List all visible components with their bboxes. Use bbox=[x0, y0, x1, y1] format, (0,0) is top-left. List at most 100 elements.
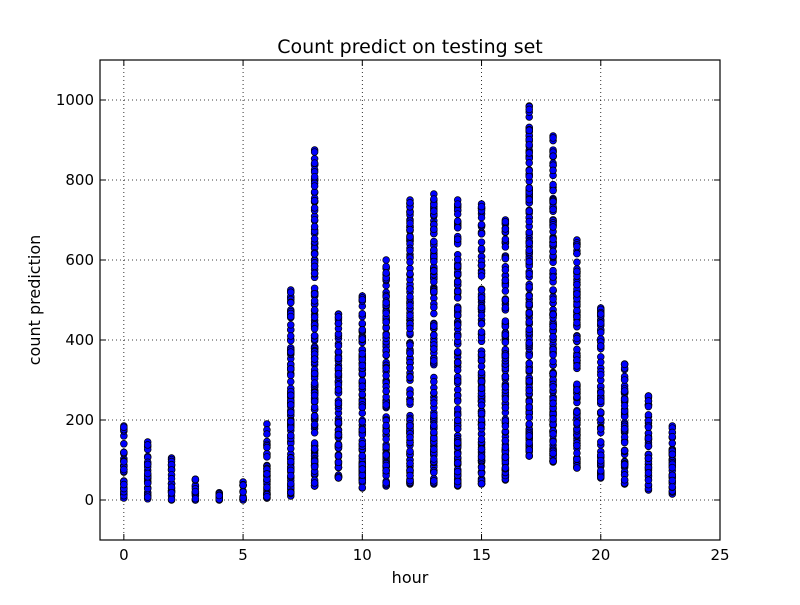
scatter-point bbox=[477, 421, 486, 430]
scatter-point bbox=[597, 408, 605, 417]
scatter-point bbox=[668, 483, 677, 491]
scatter-point bbox=[501, 464, 510, 472]
x-tick-label: 5 bbox=[238, 546, 248, 564]
scatter-point bbox=[573, 362, 581, 370]
scatter-point bbox=[310, 429, 319, 437]
y-tick-label: 800 bbox=[65, 171, 94, 189]
scatter-point bbox=[430, 468, 438, 477]
scatter-point bbox=[406, 225, 414, 234]
scatter-point bbox=[143, 441, 152, 449]
scatter-point bbox=[453, 223, 462, 232]
scatter-point bbox=[597, 358, 605, 367]
scatter-point bbox=[310, 420, 319, 429]
scatter-point bbox=[525, 126, 533, 135]
scatter-point bbox=[453, 262, 462, 270]
scatter-point bbox=[358, 451, 367, 460]
scatter-point bbox=[310, 397, 319, 406]
scatter-point bbox=[334, 419, 343, 427]
scatter-point bbox=[501, 395, 510, 403]
scatter-point bbox=[453, 294, 462, 302]
scatter-point bbox=[525, 318, 533, 326]
scatter-point bbox=[549, 457, 557, 465]
scatter-point bbox=[477, 445, 486, 453]
scatter-point bbox=[549, 357, 557, 366]
scatter-point bbox=[525, 432, 533, 440]
scatter-point bbox=[406, 301, 414, 310]
scatter-point bbox=[668, 439, 677, 448]
scatter-point bbox=[143, 479, 152, 487]
scatter-point bbox=[287, 371, 295, 380]
scatter-point bbox=[597, 397, 605, 405]
scatter-point bbox=[120, 440, 128, 448]
scatter-point bbox=[477, 435, 486, 443]
scatter-point bbox=[525, 184, 533, 192]
scatter-point bbox=[310, 462, 319, 471]
scatter-point bbox=[549, 370, 557, 378]
scatter-point bbox=[477, 479, 486, 488]
scatter-point bbox=[406, 364, 414, 372]
scatter-point bbox=[430, 428, 438, 437]
scatter-point bbox=[430, 322, 438, 330]
scatter-point bbox=[477, 303, 486, 312]
scatter-point bbox=[549, 322, 557, 331]
plot-frame bbox=[99, 59, 721, 541]
x-tick-label: 10 bbox=[353, 546, 372, 564]
scatter-point bbox=[430, 477, 438, 485]
scatter-point bbox=[430, 388, 438, 397]
scatter-point bbox=[501, 303, 510, 312]
scatter-point bbox=[620, 387, 629, 395]
scatter-point bbox=[334, 430, 343, 439]
scatter-point bbox=[287, 417, 295, 426]
scatter-point bbox=[501, 453, 510, 461]
scatter-point bbox=[287, 348, 295, 356]
scatter-point bbox=[382, 331, 390, 339]
scatter-point bbox=[310, 445, 319, 453]
scatter-point bbox=[477, 293, 486, 302]
scatter-point bbox=[334, 354, 343, 363]
scatter-point bbox=[453, 321, 462, 329]
scatter-point bbox=[167, 495, 176, 504]
scatter-point bbox=[287, 488, 295, 497]
scatter-point bbox=[573, 258, 581, 267]
scatter-point bbox=[597, 438, 605, 446]
scatter-point bbox=[430, 267, 438, 275]
scatter-point bbox=[501, 243, 510, 251]
scatter-point bbox=[549, 449, 557, 458]
scatter-point bbox=[597, 473, 605, 481]
scatter-point bbox=[120, 465, 128, 474]
scatter-point bbox=[549, 383, 557, 391]
scatter-point bbox=[406, 341, 414, 349]
scatter-point bbox=[430, 246, 438, 254]
scatter-point bbox=[573, 408, 581, 416]
scatter-point bbox=[334, 458, 343, 467]
scatter-point bbox=[358, 335, 367, 343]
scatter-point bbox=[263, 453, 271, 461]
scatter-point bbox=[382, 435, 390, 443]
scatter-point bbox=[597, 425, 605, 433]
scatter-point bbox=[334, 313, 343, 321]
scatter-point bbox=[549, 295, 557, 304]
scatter-point bbox=[501, 403, 510, 412]
scatter-point bbox=[525, 420, 533, 428]
scatter-point bbox=[549, 438, 557, 446]
scatter-point bbox=[310, 369, 319, 378]
scatter-point bbox=[501, 225, 510, 233]
scatter-point bbox=[453, 217, 462, 225]
scatter-point bbox=[334, 452, 343, 460]
x-tick-label: 0 bbox=[119, 546, 129, 564]
scatter-point bbox=[287, 431, 295, 440]
scatter-point bbox=[525, 159, 533, 167]
y-tick-label: 0 bbox=[84, 491, 94, 509]
points-layer bbox=[120, 102, 677, 504]
scatter-point bbox=[358, 295, 367, 304]
scatter-point bbox=[620, 425, 629, 433]
scatter-point bbox=[167, 489, 176, 497]
scatter-point bbox=[597, 415, 605, 424]
scatter-point bbox=[358, 483, 367, 492]
scatter-point bbox=[525, 403, 533, 411]
scatter-point bbox=[477, 272, 486, 280]
scatter-point bbox=[501, 351, 510, 360]
scatter-point bbox=[191, 494, 200, 503]
scatter-point bbox=[334, 399, 343, 407]
scatter-point bbox=[597, 388, 605, 397]
